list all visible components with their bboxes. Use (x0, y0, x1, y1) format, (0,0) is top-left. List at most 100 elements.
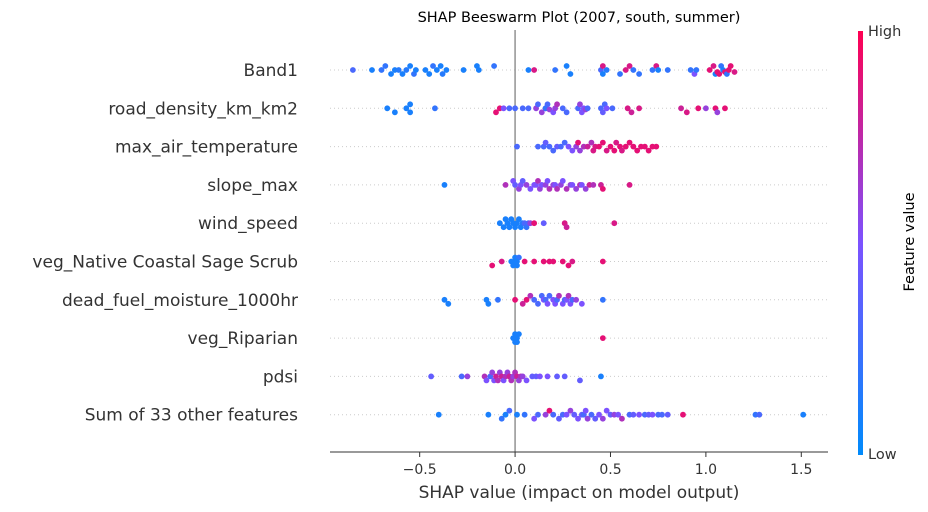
shap-point (519, 300, 526, 307)
shap-point (403, 67, 410, 73)
feature-label: Sum of 33 other features (85, 406, 298, 426)
shap-point (567, 71, 574, 77)
shap-point (584, 105, 591, 112)
shap-point (636, 411, 643, 418)
shap-point (598, 373, 604, 380)
shap-point (599, 186, 606, 192)
shap-point (599, 109, 606, 116)
shap-point (573, 186, 580, 192)
shap-point (578, 300, 585, 307)
shap-point (531, 220, 538, 227)
shap-point (542, 139, 549, 146)
shap-point (630, 143, 637, 150)
shap-point (441, 296, 448, 303)
shap-point (485, 411, 492, 418)
shap-point (756, 411, 763, 418)
x-tick-label: 1.5 (790, 462, 812, 478)
shap-point (407, 63, 414, 69)
shap-point (531, 415, 538, 422)
shap-point (556, 292, 562, 299)
shap-point (577, 377, 583, 384)
shap-point (519, 105, 526, 112)
shap-point (678, 105, 684, 112)
shap-point (485, 300, 492, 307)
shap-point (554, 101, 560, 108)
shap-point (403, 105, 410, 112)
shap-point (525, 67, 532, 73)
shap-point (573, 296, 580, 303)
shap-point (475, 67, 482, 73)
shap-point (519, 373, 526, 380)
shap-point (611, 220, 618, 227)
x-axis-label: SHAP value (impact on model output) (419, 483, 740, 503)
shap-point (554, 373, 560, 380)
shap-point (412, 67, 419, 73)
shap-point (628, 109, 635, 116)
shap-point (615, 411, 622, 418)
shap-point (626, 139, 633, 146)
shap-point (559, 178, 566, 184)
shap-point (626, 63, 633, 69)
shap-point (443, 67, 450, 73)
shap-point (655, 67, 662, 73)
shap-point (498, 258, 505, 265)
shap-point (433, 67, 440, 73)
shap-point (514, 262, 520, 269)
shap-point (565, 143, 572, 150)
shap-point (538, 109, 545, 116)
shap-point (546, 186, 553, 192)
x-tick-label: 0.0 (504, 462, 526, 478)
shap-point (611, 147, 618, 154)
shap-point (491, 63, 497, 69)
shap-point (388, 71, 394, 77)
shap-point (596, 411, 602, 418)
x-tick-label: 0.5 (599, 462, 621, 478)
shap-point (622, 143, 629, 150)
shap-point (599, 296, 606, 303)
shap-point (636, 105, 643, 112)
shap-point (693, 67, 700, 73)
shap-point (706, 67, 713, 73)
feature-label: Band1 (244, 61, 298, 81)
shap-point (527, 186, 534, 192)
shap-point (500, 105, 507, 112)
shap-point (649, 411, 656, 418)
shap-point (590, 182, 597, 188)
shap-point (588, 139, 595, 146)
shap-point (550, 258, 557, 265)
shap-point (502, 182, 509, 188)
shap-point (506, 105, 513, 112)
shap-point (506, 224, 513, 231)
shap-point (557, 143, 564, 150)
shap-point (483, 377, 490, 384)
feature-label: max_air_temperature (115, 138, 298, 158)
shap-point (683, 109, 690, 116)
shap-point (800, 411, 807, 418)
shap-point (489, 369, 496, 376)
shap-point (445, 300, 452, 307)
shap-point (540, 258, 547, 265)
shap-point (502, 411, 509, 418)
colorbar-label: Feature value (902, 192, 918, 291)
shap-point (687, 67, 694, 73)
x-tick-label: 1.0 (695, 462, 717, 478)
shap-point (523, 296, 530, 303)
shap-point (519, 178, 526, 184)
feature-label: slope_max (207, 176, 298, 196)
feature-labels: Band1 road_density_km_km2 max_air_temperat… (32, 61, 298, 426)
shap-point (596, 143, 602, 150)
shap-point (716, 71, 723, 77)
shap-point (714, 109, 721, 116)
shap-point (464, 373, 471, 380)
shap-point (624, 105, 631, 112)
colorbar-high-label: High (868, 24, 901, 40)
feature-label: pdsi (263, 367, 298, 387)
shap-point (531, 296, 538, 303)
shap-point (599, 415, 606, 422)
shap-point (546, 292, 553, 299)
feature-label: veg_Riparian (188, 329, 298, 349)
shap-point (578, 182, 585, 188)
shap-point (512, 182, 518, 188)
x-axis-ticks: −0.5 0.0 0.5 1.0 1.5 (403, 452, 812, 478)
shap-point (556, 415, 562, 422)
